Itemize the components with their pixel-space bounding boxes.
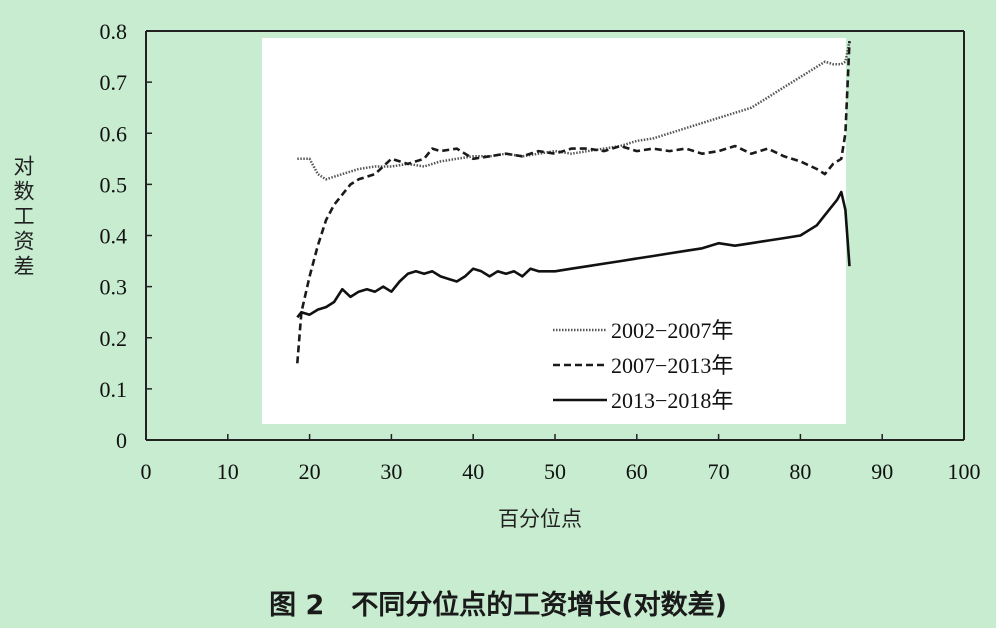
series-line-3	[296, 190, 851, 319]
series-layer	[296, 40, 851, 364]
y-tick-label: 0.6	[100, 121, 128, 146]
x-tick-label: 70	[708, 459, 730, 484]
x-tick-label: 10	[217, 459, 239, 484]
y-axis-label: 对数工资差	[11, 155, 35, 280]
x-tick-label: 20	[299, 459, 321, 484]
tick-layer: 0 10 20 30 40 50 60 70 80 90 100 0 0.1 0.2 0.3 0.4 0.5 0.…	[100, 19, 981, 484]
x-tick-label: 50	[544, 459, 566, 484]
legend-label-2: 2007−2013年	[611, 353, 733, 378]
y-tick-label: 0.1	[100, 377, 128, 402]
x-axis-label: 百分位点	[498, 507, 582, 531]
y-tick-label: 0	[116, 428, 127, 453]
x-tick-label: 0	[141, 459, 152, 484]
y-tick-label: 0.5	[100, 172, 128, 197]
figure-caption: 图 2 不同分位点的工资增长(对数差)	[269, 590, 727, 621]
legend: 2002−2007年 2007−2013年 2013−2018年	[553, 318, 733, 413]
x-tick-label: 30	[380, 459, 402, 484]
x-tick-label: 40	[462, 459, 484, 484]
x-tick-label: 90	[871, 459, 893, 484]
inset-image-background	[262, 38, 846, 424]
x-tick-label: 80	[789, 459, 811, 484]
y-tick-label: 0.2	[100, 326, 128, 351]
legend-label-1: 2002−2007年	[611, 318, 733, 343]
y-tick-label: 0.7	[100, 70, 128, 95]
legend-label-3: 2013−2018年	[611, 388, 733, 413]
series-line-2	[296, 41, 851, 364]
y-tick-label: 0.3	[100, 275, 128, 300]
x-tick-label: 100	[948, 459, 981, 484]
y-tick-label: 0.8	[100, 19, 128, 44]
y-tick-label: 0.4	[100, 224, 128, 249]
x-tick-label: 60	[626, 459, 648, 484]
